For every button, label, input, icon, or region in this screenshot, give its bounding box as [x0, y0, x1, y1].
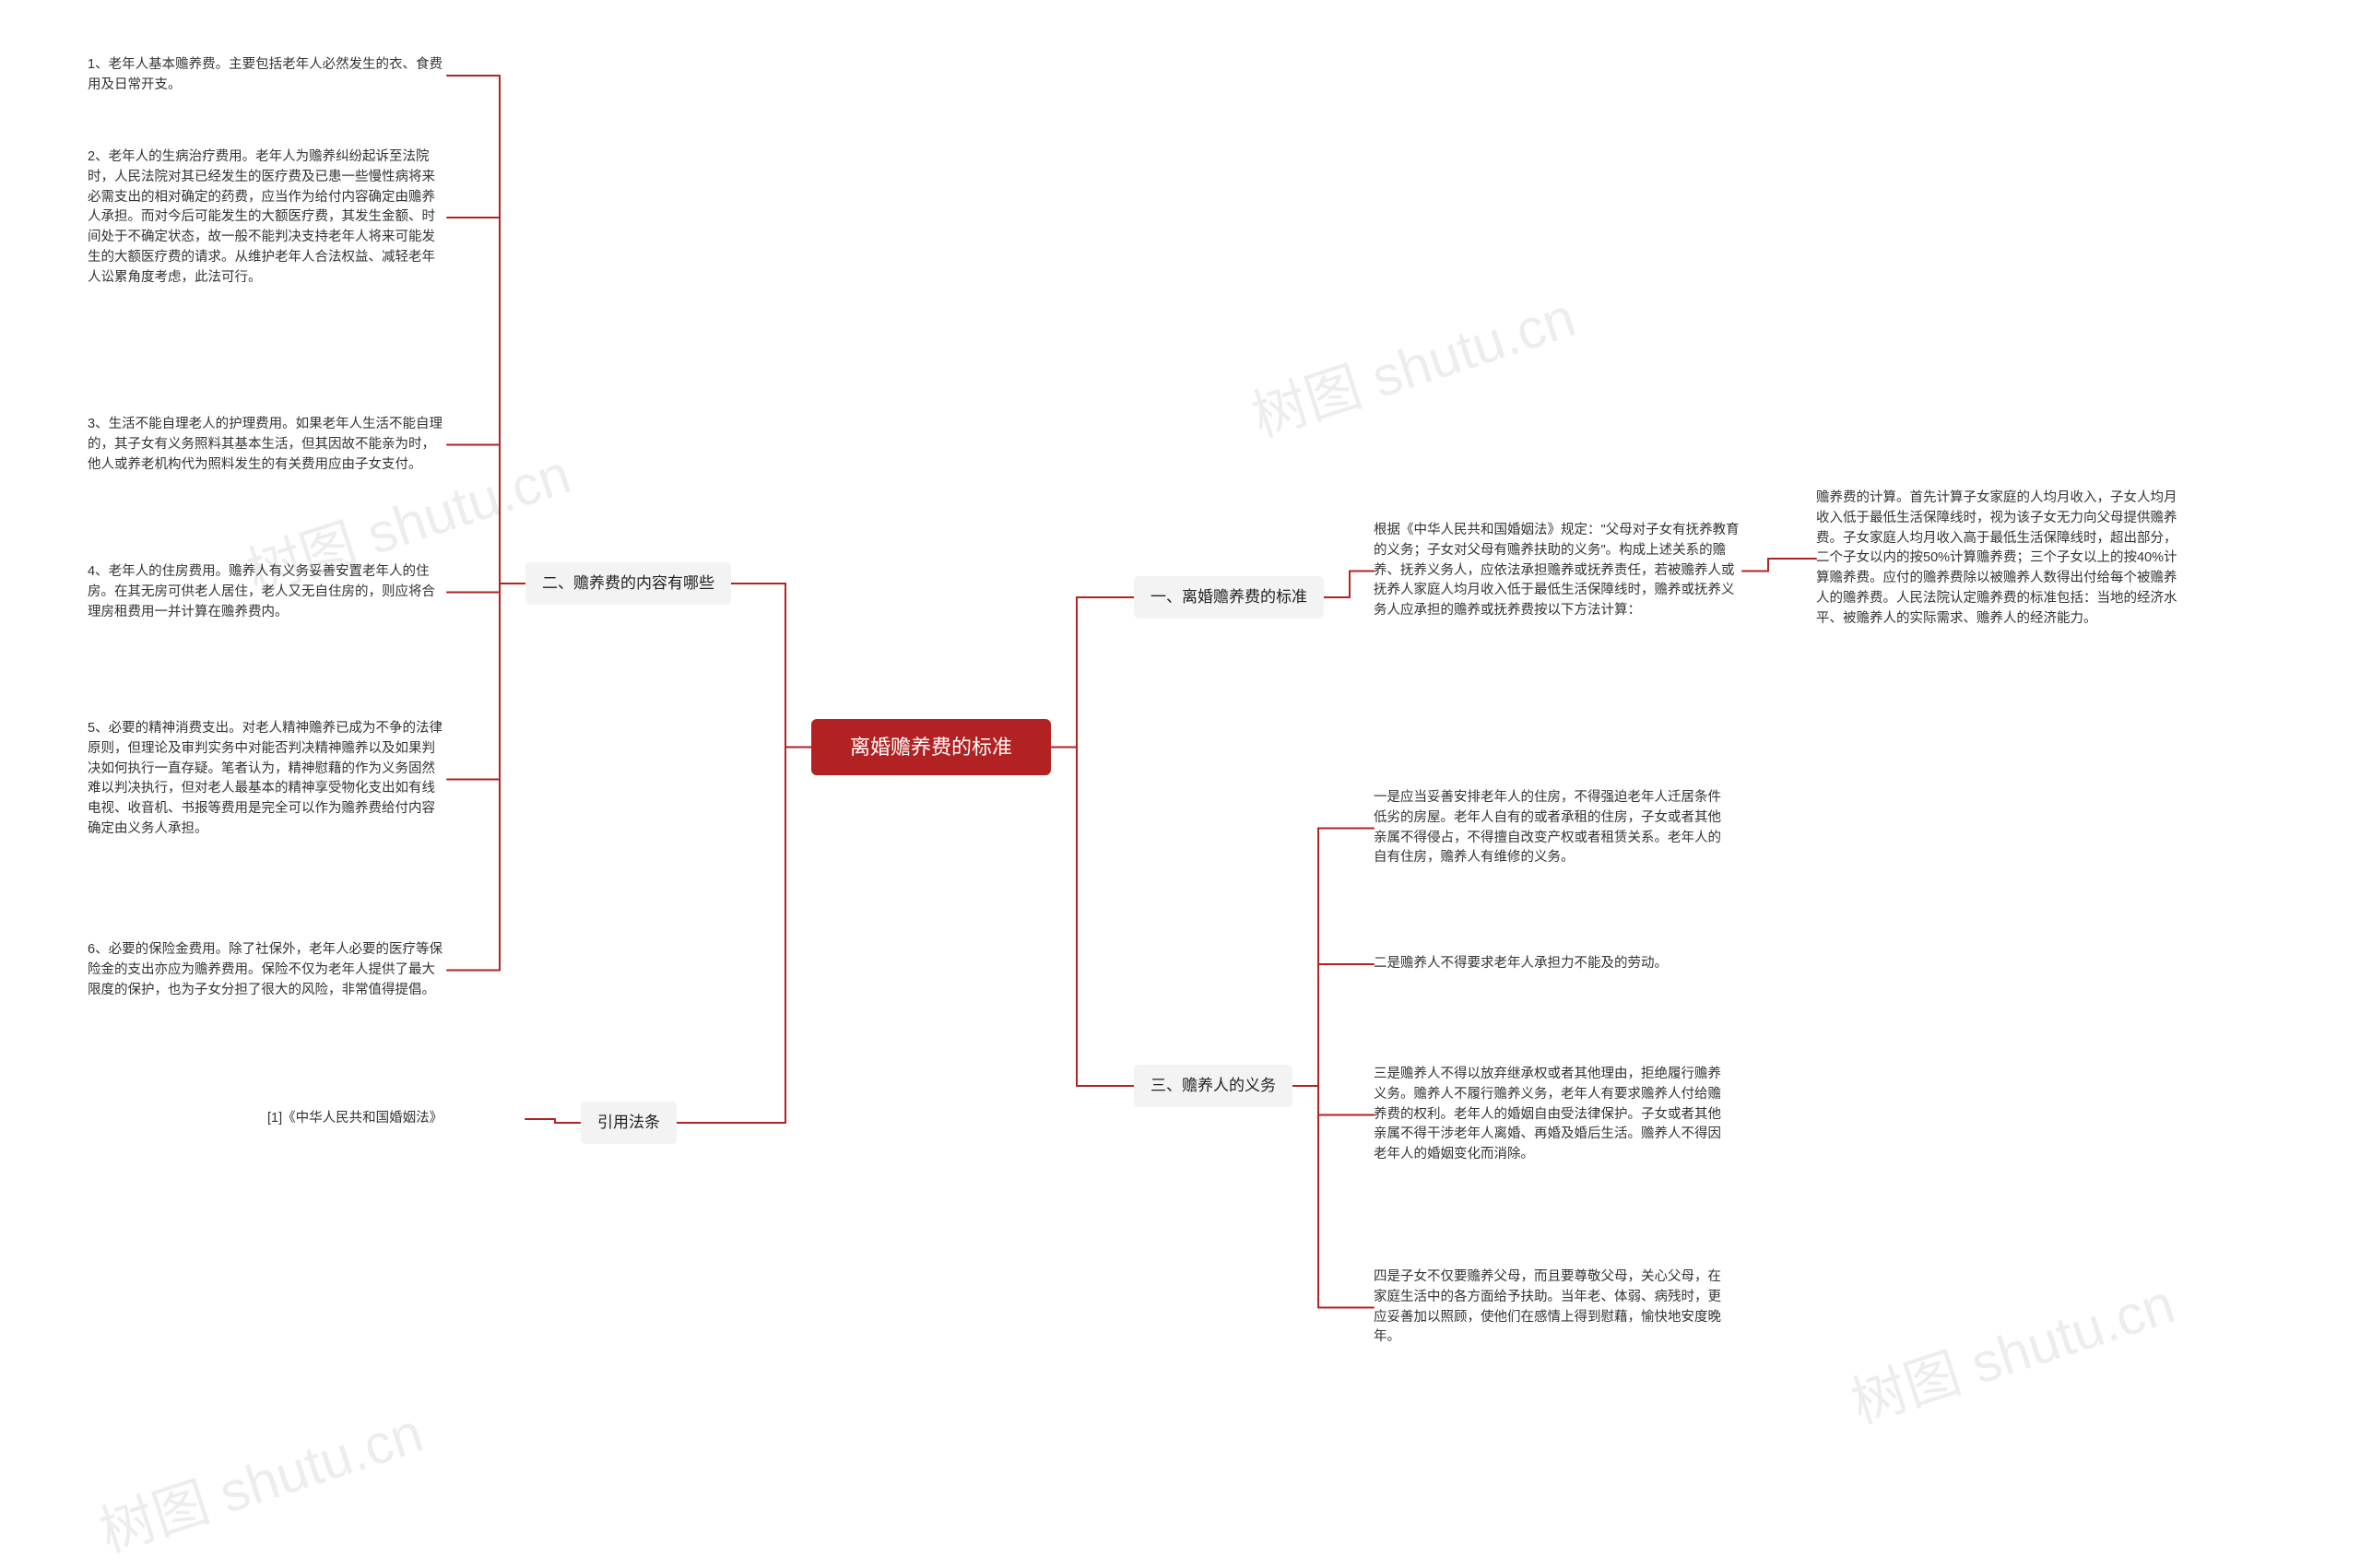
leaf-right-1-0: 一是应当妥善安排老年人的住房，不得强迫老年人迁居条件低劣的房屋。老年人自有的或者… — [1374, 788, 1724, 868]
branch-left-1[interactable]: 引用法条 — [581, 1102, 677, 1144]
leaf-left-0-1: 2、老年人的生病治疗费用。老年人为赡养纠纷起诉至法院时，人民法院对其已经发生的医… — [88, 147, 447, 288]
leaf-right-1-2: 三是赡养人不得以放弃继承权或者其他理由，拒绝履行赡养义务。赡养人不履行赡养义务，… — [1374, 1065, 1724, 1165]
leaf-right-0-0-0: 赡养费的计算。首先计算子女家庭的人均月收入，子女人均月收入低于最低生活保障线时，… — [1816, 489, 2185, 629]
branch-left-0[interactable]: 二、赡养费的内容有哪些 — [525, 562, 731, 605]
leaf-left-0-0: 1、老年人基本赡养费。主要包括老年人必然发生的衣、食费用及日常开支。 — [88, 55, 447, 96]
watermark: 树图 shutu.cn — [88, 1388, 431, 1568]
leaf-right-1-3: 四是子女不仅要赡养父母，而且要尊敬父母，关心父母，在家庭生活中的各方面给予扶助。… — [1374, 1267, 1724, 1348]
branch-right-1[interactable]: 三、赡养人的义务 — [1134, 1065, 1292, 1107]
leaf-left-0-5: 6、必要的保险金费用。除了社保外，老年人必要的医疗等保险金的支出亦应为赡养费用。… — [88, 940, 447, 1000]
mindmap-canvas: 树图 shutu.cn 树图 shutu.cn 树图 shutu.cn 树图 s… — [0, 0, 2360, 1520]
watermark: 树图 shutu.cn — [1240, 273, 1584, 453]
watermark: 树图 shutu.cn — [1839, 1259, 2183, 1439]
leaf-left-0-2: 3、生活不能自理老人的护理费用。如果老年人生活不能自理的，其子女有义务照料其基本… — [88, 415, 447, 475]
branch-right-0[interactable]: 一、离婚赡养费的标准 — [1134, 576, 1324, 619]
root-node[interactable]: 离婚赡养费的标准 — [811, 719, 1051, 775]
leaf-right-1-1: 二是赡养人不得要求老年人承担力不能及的劳动。 — [1374, 954, 1724, 974]
leaf-left-1-0: [1]《中华人民共和国婚姻法》 — [267, 1109, 525, 1129]
leaf-right-0-0: 根据《中华人民共和国婚姻法》规定："父母对子女有抚养教育的义务；子女对父母有赡养… — [1374, 521, 1742, 621]
leaf-left-0-4: 5、必要的精神消费支出。对老人精神赡养已成为不争的法律原则，但理论及审判实务中对… — [88, 719, 447, 840]
leaf-left-0-3: 4、老年人的住房费用。赡养人有义务妥善安置老年人的住房。在其无房可供老人居住，老… — [88, 562, 447, 622]
